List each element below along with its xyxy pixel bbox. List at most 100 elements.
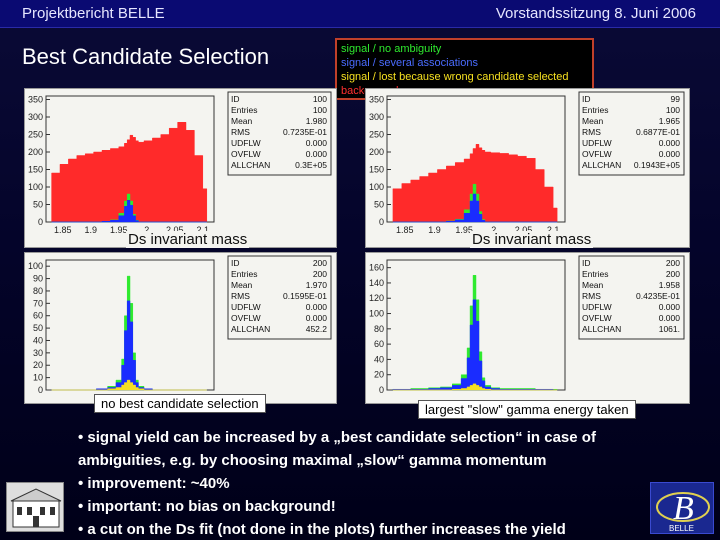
stats-value: 100	[313, 94, 327, 104]
stats-value: 0.7235E-01	[283, 127, 327, 137]
stats-value: 0.4235E-01	[636, 291, 680, 301]
x-axis-label-right: Ds invariant mass	[470, 231, 594, 248]
stats-box	[227, 91, 332, 176]
stats-value: 0.1943E+05	[634, 160, 680, 170]
y-tick-label: 100	[28, 261, 43, 271]
legend-item-blue: signal / several associations	[341, 57, 478, 69]
stats-value: 452.2	[306, 324, 328, 334]
stats-key: RMS	[231, 127, 250, 137]
stats-box	[227, 255, 332, 340]
y-tick-label: 10	[33, 373, 43, 383]
series-signal-blue	[392, 193, 558, 223]
x-axis-label-left: Ds invariant mass	[126, 231, 250, 248]
header-project: Projektbericht BELLE	[22, 5, 165, 22]
x-tick-label: 1.85	[54, 225, 72, 235]
stats-key: Mean	[231, 116, 253, 126]
header-meeting: Vorstandssitzung 8. Juni 2006	[495, 5, 696, 22]
stats-key: ID	[582, 94, 591, 104]
stats-value: 200	[666, 258, 680, 268]
stats-value: 0.000	[306, 302, 328, 312]
stats-value: 0.3E+05	[295, 160, 327, 170]
stats-key: UDFLW	[582, 302, 612, 312]
institute-logo	[6, 482, 64, 532]
stats-value: 99	[671, 94, 681, 104]
y-tick-label: 60	[374, 339, 384, 349]
stats-key: ALLCHAN	[582, 324, 621, 334]
y-tick-label: 20	[33, 360, 43, 370]
histogram-top-left: 0 50 100 150 200 250 300 350 1.85 1.9 1.95 2 2.05 2.1…	[28, 91, 332, 235]
svg-text:B: B	[673, 490, 694, 527]
stats-key: RMS	[582, 127, 601, 137]
stats-box	[578, 255, 685, 340]
x-tick-label: 1.9	[428, 225, 441, 235]
y-tick-label: 40	[374, 354, 384, 364]
stats-value: 100	[313, 105, 327, 115]
belle-b-icon: B BELLE	[656, 490, 710, 533]
bullet-item: • signal yield can be increased by a „be…	[78, 429, 596, 469]
y-tick-label: 300	[369, 112, 384, 122]
stats-key: OVFLW	[582, 313, 612, 323]
y-tick-label: 300	[28, 112, 43, 122]
stats-value: 0.1595E-01	[283, 291, 327, 301]
y-tick-label: 150	[369, 165, 384, 175]
y-tick-label: 20	[374, 370, 384, 380]
bullet-item: • a cut on the Ds fit (not done in the p…	[78, 521, 566, 538]
belle-logo: B BELLE	[650, 482, 714, 534]
stats-value: 0.000	[659, 149, 681, 159]
series-signal-blue	[392, 299, 558, 391]
callout-largest-slow-gamma: largest "slow" gamma energy taken	[418, 400, 636, 419]
stats-value: 1.970	[306, 280, 328, 290]
stats-value: 0.000	[659, 313, 681, 323]
y-tick-label: 50	[33, 200, 43, 210]
x-tick-label: 1.95	[110, 225, 128, 235]
stats-value: 200	[313, 269, 327, 279]
stats-value: 0.000	[306, 313, 328, 323]
y-tick-label: 70	[33, 298, 43, 308]
stats-key: RMS	[231, 291, 250, 301]
stats-key: OVFLW	[231, 149, 261, 159]
stats-value: 1.980	[306, 116, 328, 126]
y-tick-label: 80	[374, 324, 384, 334]
y-tick-label: 250	[369, 130, 384, 140]
y-tick-label: 100	[28, 182, 43, 192]
stats-key: ID	[231, 258, 240, 268]
y-tick-label: 90	[33, 274, 43, 284]
stats-box	[578, 91, 685, 176]
stats-key: RMS	[582, 291, 601, 301]
y-tick-label: 0	[379, 385, 384, 395]
histogram-top-right: 0 50 100 150 200 250 300 350 1.85 1.9 1.95 2 2.05 2.1…	[369, 91, 685, 235]
x-tick-label: 1.95	[455, 225, 473, 235]
stats-value: 200	[666, 269, 680, 279]
y-tick-label: 60	[33, 311, 43, 321]
stats-key: ID	[582, 258, 591, 268]
stats-value: 0.000	[306, 138, 328, 148]
stats-key: ALLCHAN	[231, 324, 270, 334]
bullet-item: • important: no bias on background!	[78, 498, 336, 515]
series-signal-blue	[51, 300, 207, 391]
slide-title: Best Candidate Selection	[22, 44, 270, 69]
svg-text:BELLE: BELLE	[669, 524, 694, 533]
series-background	[51, 122, 208, 223]
bullet-list: • signal yield can be increased by a „be…	[78, 426, 678, 540]
callout-no-best-candidate: no best candidate selection	[94, 394, 266, 413]
stats-value: 200	[313, 258, 327, 268]
series-signal-yellow	[392, 383, 558, 391]
series-signal-blue	[51, 200, 207, 223]
y-tick-label: 0	[379, 217, 384, 227]
stats-key: Entries	[582, 269, 608, 279]
x-tick-label: 2.05	[166, 225, 184, 235]
stats-value: 100	[666, 105, 680, 115]
stats-key: Entries	[231, 105, 257, 115]
stats-key: OVFLW	[231, 313, 261, 323]
histogram-bottom-right: 0 20 40 60 80 100 120 140 160 ID 200 Entries 200 Mean…	[369, 255, 685, 395]
stats-key: ALLCHAN	[231, 160, 270, 170]
stats-value: 0.000	[659, 302, 681, 312]
stats-key: UDFLW	[231, 302, 261, 312]
y-tick-label: 200	[28, 147, 43, 157]
stats-value: 0.000	[659, 138, 681, 148]
stats-value: 0.000	[306, 149, 328, 159]
x-tick-label: 1.85	[396, 225, 414, 235]
y-tick-label: 30	[33, 348, 43, 358]
y-tick-label: 150	[28, 165, 43, 175]
y-tick-label: 350	[369, 95, 384, 105]
